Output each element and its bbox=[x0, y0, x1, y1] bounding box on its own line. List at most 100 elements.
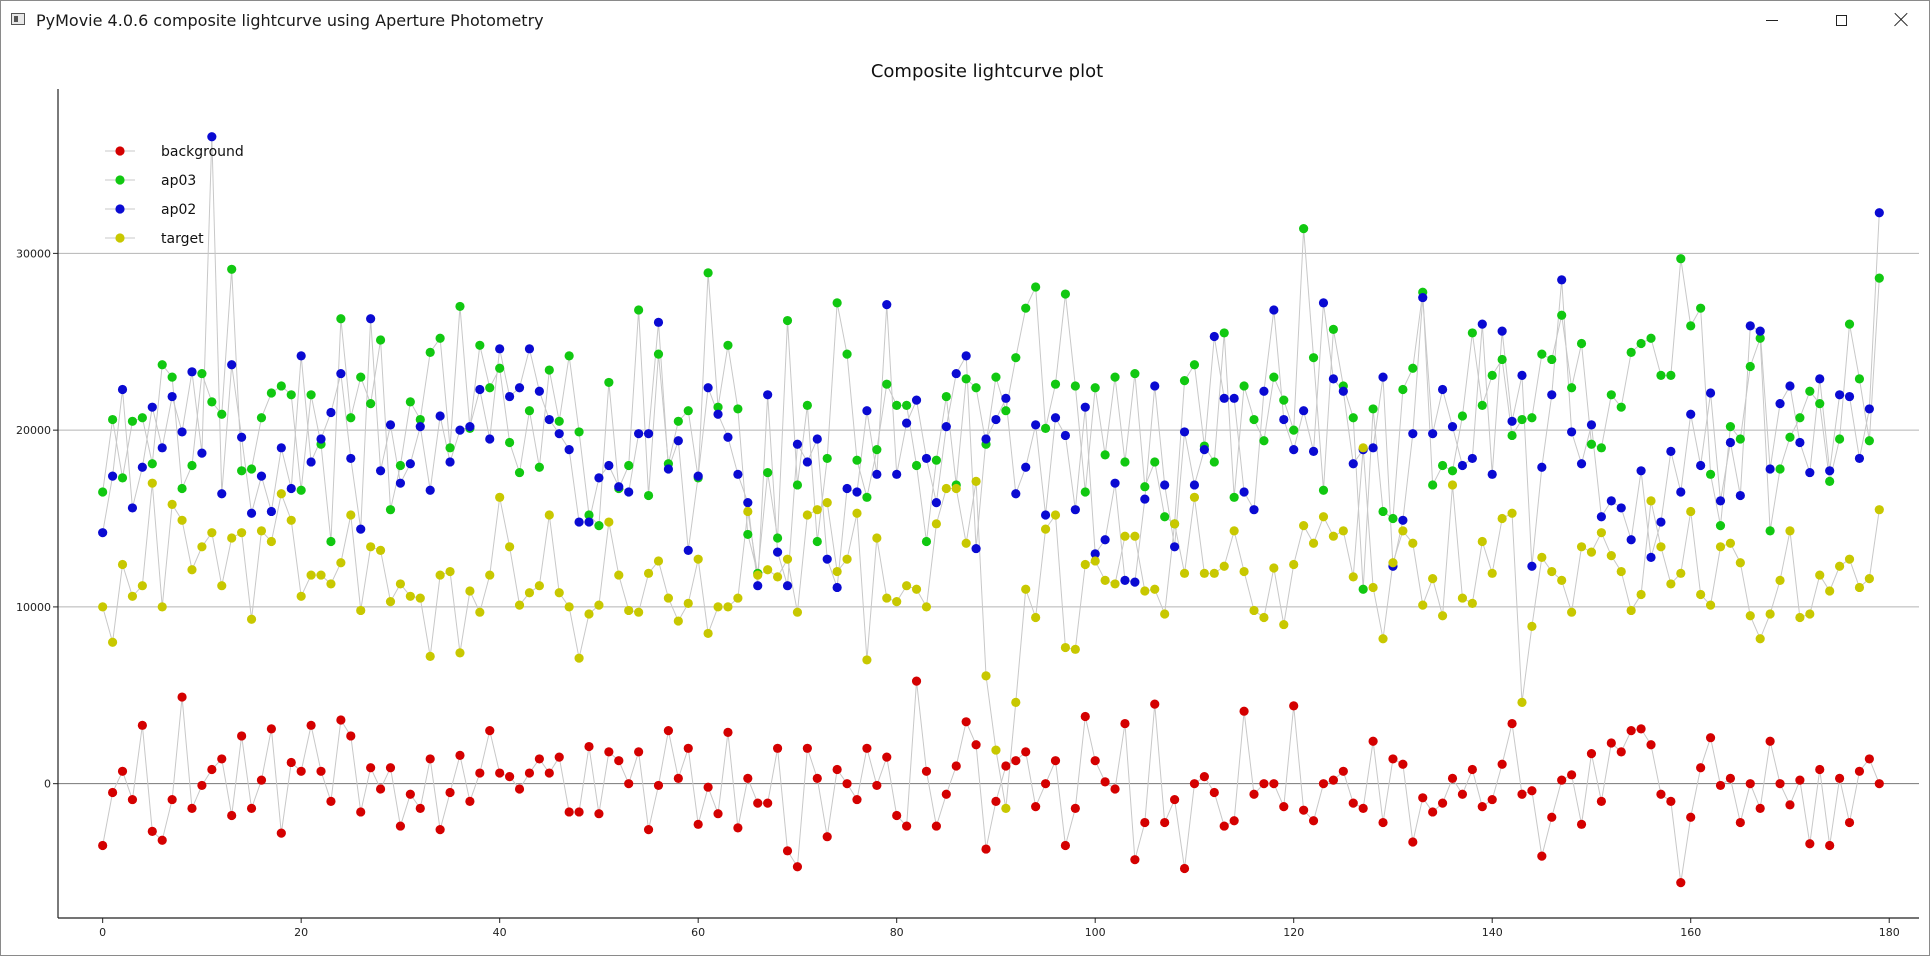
data-point-background[interactable] bbox=[1507, 718, 1517, 729]
data-point-ap02[interactable] bbox=[763, 390, 773, 400]
data-point-background[interactable] bbox=[862, 743, 872, 753]
data-point-ap02[interactable] bbox=[1110, 478, 1120, 488]
data-point-background[interactable] bbox=[286, 757, 296, 768]
data-point-background[interactable] bbox=[753, 798, 763, 808]
data-point-ap02[interactable] bbox=[792, 439, 803, 449]
data-point-ap02[interactable] bbox=[1209, 331, 1219, 342]
data-point-target[interactable] bbox=[743, 506, 753, 517]
data-point-target[interactable] bbox=[554, 588, 564, 598]
data-point-ap03[interactable] bbox=[1308, 353, 1319, 363]
data-point-background[interactable] bbox=[842, 779, 852, 789]
data-point-ap02[interactable] bbox=[1249, 505, 1259, 515]
data-point-target[interactable] bbox=[862, 655, 872, 665]
data-point-ap03[interactable] bbox=[1358, 584, 1368, 594]
data-point-target[interactable] bbox=[1646, 496, 1656, 506]
data-point-background[interactable] bbox=[1189, 779, 1200, 789]
data-point-background[interactable] bbox=[1447, 773, 1458, 783]
data-point-ap02[interactable] bbox=[1666, 446, 1676, 456]
data-point-background[interactable] bbox=[524, 768, 535, 778]
data-point-background[interactable] bbox=[177, 692, 187, 702]
data-point-background[interactable] bbox=[217, 754, 227, 764]
data-point-ap03[interactable] bbox=[1001, 406, 1011, 416]
data-point-ap02[interactable] bbox=[872, 469, 882, 479]
data-point-ap03[interactable] bbox=[1130, 368, 1140, 379]
data-point-ap03[interactable] bbox=[743, 529, 753, 540]
data-point-ap03[interactable] bbox=[1467, 328, 1477, 338]
data-point-target[interactable] bbox=[1547, 566, 1557, 577]
data-point-target[interactable] bbox=[475, 607, 485, 617]
data-point-target[interactable] bbox=[316, 570, 326, 580]
data-point-target[interactable] bbox=[1676, 568, 1686, 578]
data-point-target[interactable] bbox=[842, 554, 852, 564]
data-point-ap03[interactable] bbox=[187, 460, 197, 471]
data-point-background[interactable] bbox=[1259, 779, 1269, 789]
data-point-ap03[interactable] bbox=[1318, 485, 1329, 495]
data-point-background[interactable] bbox=[1160, 817, 1170, 828]
data-point-ap03[interactable] bbox=[415, 414, 425, 425]
data-point-ap03[interactable] bbox=[1864, 436, 1874, 446]
data-point-target[interactable] bbox=[1527, 621, 1537, 631]
data-point-target[interactable] bbox=[1279, 619, 1289, 630]
data-point-target[interactable] bbox=[663, 593, 674, 603]
plot-area[interactable]: Composite lightcurve plot 0 20 40 60 80 100 120… bbox=[1, 39, 1929, 955]
data-point-target[interactable] bbox=[366, 542, 376, 552]
data-point-target[interactable] bbox=[753, 570, 763, 580]
data-point-ap03[interactable] bbox=[336, 314, 346, 324]
data-point-target[interactable] bbox=[1567, 607, 1577, 617]
data-point-ap02[interactable] bbox=[584, 517, 594, 527]
data-point-background[interactable] bbox=[1795, 775, 1805, 785]
data-point-ap03[interactable] bbox=[1636, 338, 1646, 349]
data-point-target[interactable] bbox=[941, 483, 951, 494]
data-point-ap02[interactable] bbox=[1844, 391, 1855, 402]
data-point-background[interactable] bbox=[772, 743, 783, 753]
data-point-target[interactable] bbox=[564, 602, 574, 612]
data-point-ap03[interactable] bbox=[1745, 361, 1755, 372]
data-point-target[interactable] bbox=[584, 609, 594, 619]
data-point-ap03[interactable] bbox=[1299, 224, 1309, 234]
data-point-target[interactable] bbox=[792, 607, 803, 617]
data-point-ap03[interactable] bbox=[385, 505, 396, 515]
data-point-target[interactable] bbox=[911, 584, 922, 594]
data-point-target[interactable] bbox=[425, 651, 435, 661]
data-point-ap03[interactable] bbox=[1487, 370, 1497, 380]
data-point-target[interactable] bbox=[1755, 634, 1765, 644]
data-point-ap03[interactable] bbox=[822, 453, 832, 464]
data-point-ap03[interactable] bbox=[435, 333, 445, 343]
maximize-button[interactable] bbox=[1818, 1, 1864, 39]
data-point-ap02[interactable] bbox=[1815, 374, 1825, 384]
data-point-target[interactable] bbox=[544, 510, 554, 520]
data-point-ap02[interactable] bbox=[276, 443, 286, 453]
data-point-background[interactable] bbox=[1060, 840, 1071, 851]
data-point-target[interactable] bbox=[1715, 542, 1726, 552]
data-point-ap02[interactable] bbox=[981, 434, 991, 444]
data-point-target[interactable] bbox=[1775, 575, 1785, 585]
data-point-ap03[interactable] bbox=[256, 413, 267, 423]
data-point-ap03[interactable] bbox=[763, 467, 773, 478]
data-point-background[interactable] bbox=[1140, 817, 1150, 828]
data-point-ap03[interactable] bbox=[1507, 430, 1517, 441]
data-point-target[interactable] bbox=[981, 671, 991, 681]
data-point-ap02[interactable] bbox=[1487, 469, 1497, 479]
data-point-ap02[interactable] bbox=[1150, 381, 1160, 391]
data-point-ap03[interactable] bbox=[1785, 432, 1795, 442]
data-point-background[interactable] bbox=[1844, 817, 1855, 828]
data-point-ap02[interactable] bbox=[1040, 510, 1051, 520]
data-point-background[interactable] bbox=[1517, 789, 1527, 799]
data-point-background[interactable] bbox=[713, 809, 723, 819]
data-point-ap03[interactable] bbox=[286, 390, 296, 400]
data-point-background[interactable] bbox=[604, 747, 614, 757]
data-point-background[interactable] bbox=[1596, 796, 1606, 806]
data-point-target[interactable] bbox=[902, 581, 912, 591]
data-point-background[interactable] bbox=[882, 752, 892, 762]
data-point-ap03[interactable] bbox=[961, 374, 971, 384]
data-point-ap02[interactable] bbox=[921, 453, 932, 464]
data-point-background[interactable] bbox=[683, 743, 693, 753]
data-point-target[interactable] bbox=[1229, 526, 1239, 536]
data-point-background[interactable] bbox=[326, 796, 336, 806]
data-point-ap02[interactable] bbox=[634, 429, 644, 439]
data-point-background[interactable] bbox=[1368, 736, 1378, 746]
data-point-target[interactable] bbox=[246, 614, 257, 624]
data-point-ap02[interactable] bbox=[256, 471, 267, 481]
data-point-ap02[interactable] bbox=[892, 469, 902, 479]
data-point-background[interactable] bbox=[445, 787, 455, 798]
